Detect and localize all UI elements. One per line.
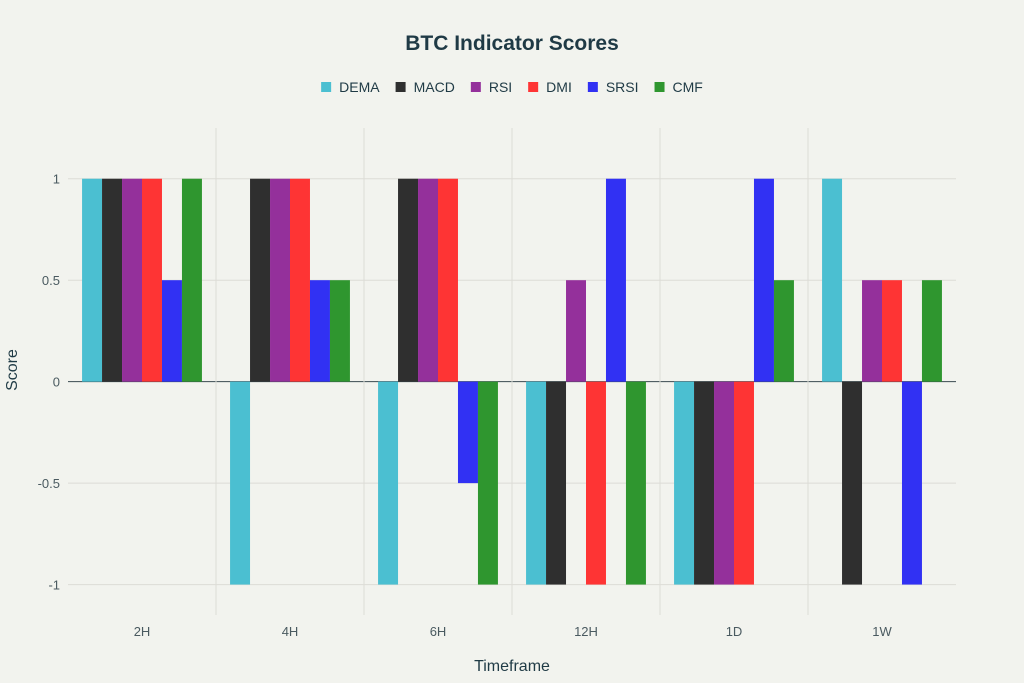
bar-dema-1d [674,381,695,585]
bar-macd-2h [102,178,123,382]
legend-swatch-rsi [470,82,481,92]
chart-title: BTC Indicator Scores [405,32,619,55]
legend-label-srsi: SRSI [606,79,639,95]
bar-cmf-2h [181,178,202,382]
bar-macd-1d [694,381,715,585]
bar-dmi-2h [142,178,162,382]
y-tick-label: 0 [53,375,60,390]
bar-rsi-12h [566,280,586,382]
bar-srsi-1w [901,381,922,585]
bars [82,178,942,585]
bar-dema-6h [378,381,399,585]
y-tick-label: -0.5 [38,476,60,491]
legend-swatch-macd [395,82,406,92]
bar-macd-4h [250,178,271,382]
bar-dema-2h [82,178,103,382]
bar-cmf-6h [477,381,498,585]
bar-srsi-2h [161,280,182,382]
legend: DEMA MACD RSI DMI SRSI CMF [321,79,703,95]
x-axis-title: Timeframe [474,658,550,675]
y-tick-label: 1 [53,172,60,187]
legend-swatch-cmf [654,82,665,92]
bar-srsi-6h [457,381,478,484]
bar-dema-1w [822,178,843,382]
legend-label-dmi: DMI [546,79,572,95]
bar-dmi-1d [734,381,754,585]
bar-dmi-6h [438,178,458,382]
legend-label-dema: DEMA [339,79,380,95]
bar-dmi-12h [586,381,606,585]
legend-swatch-dema [321,82,332,92]
legend-label-macd: MACD [414,79,455,95]
legend-label-rsi: RSI [489,79,512,95]
bar-dmi-4h [290,178,310,382]
bar-macd-1w [842,381,863,585]
bar-rsi-1d [714,381,734,585]
bar-cmf-4h [329,280,350,382]
bar-srsi-12h [605,178,626,382]
x-tick-label: 4H [282,624,299,639]
bar-rsi-6h [418,178,438,382]
bar-srsi-1d [753,178,774,382]
y-axis-title: Score [4,349,21,391]
bar-cmf-1d [773,280,794,382]
x-tick-label: 2H [134,624,151,639]
legend-label-cmf: CMF [673,79,703,95]
y-tick-label: -1 [48,578,60,593]
legend-swatch-srsi [587,82,598,92]
x-tick-label: 1W [872,624,892,639]
bar-cmf-12h [625,381,646,585]
bar-rsi-4h [270,178,290,382]
bar-macd-6h [398,178,419,382]
x-tick-label: 1D [726,624,743,639]
bar-dmi-1w [882,280,902,382]
legend-swatch-dmi [528,82,539,92]
grid [68,128,956,615]
x-axis-ticks: 2H 4H 6H 12H 1D 1W [134,624,893,639]
bar-cmf-1w [921,280,942,382]
x-tick-label: 12H [574,624,598,639]
y-tick-label: 0.5 [42,273,60,288]
bar-srsi-4h [309,280,330,382]
x-tick-label: 6H [430,624,447,639]
bar-dema-4h [230,381,251,585]
bar-macd-12h [546,381,567,585]
y-axis-ticks: -1 -0.5 0 0.5 1 [38,172,60,593]
bar-dema-12h [526,381,547,585]
bar-rsi-1w [862,280,882,382]
bar-rsi-2h [122,178,142,382]
